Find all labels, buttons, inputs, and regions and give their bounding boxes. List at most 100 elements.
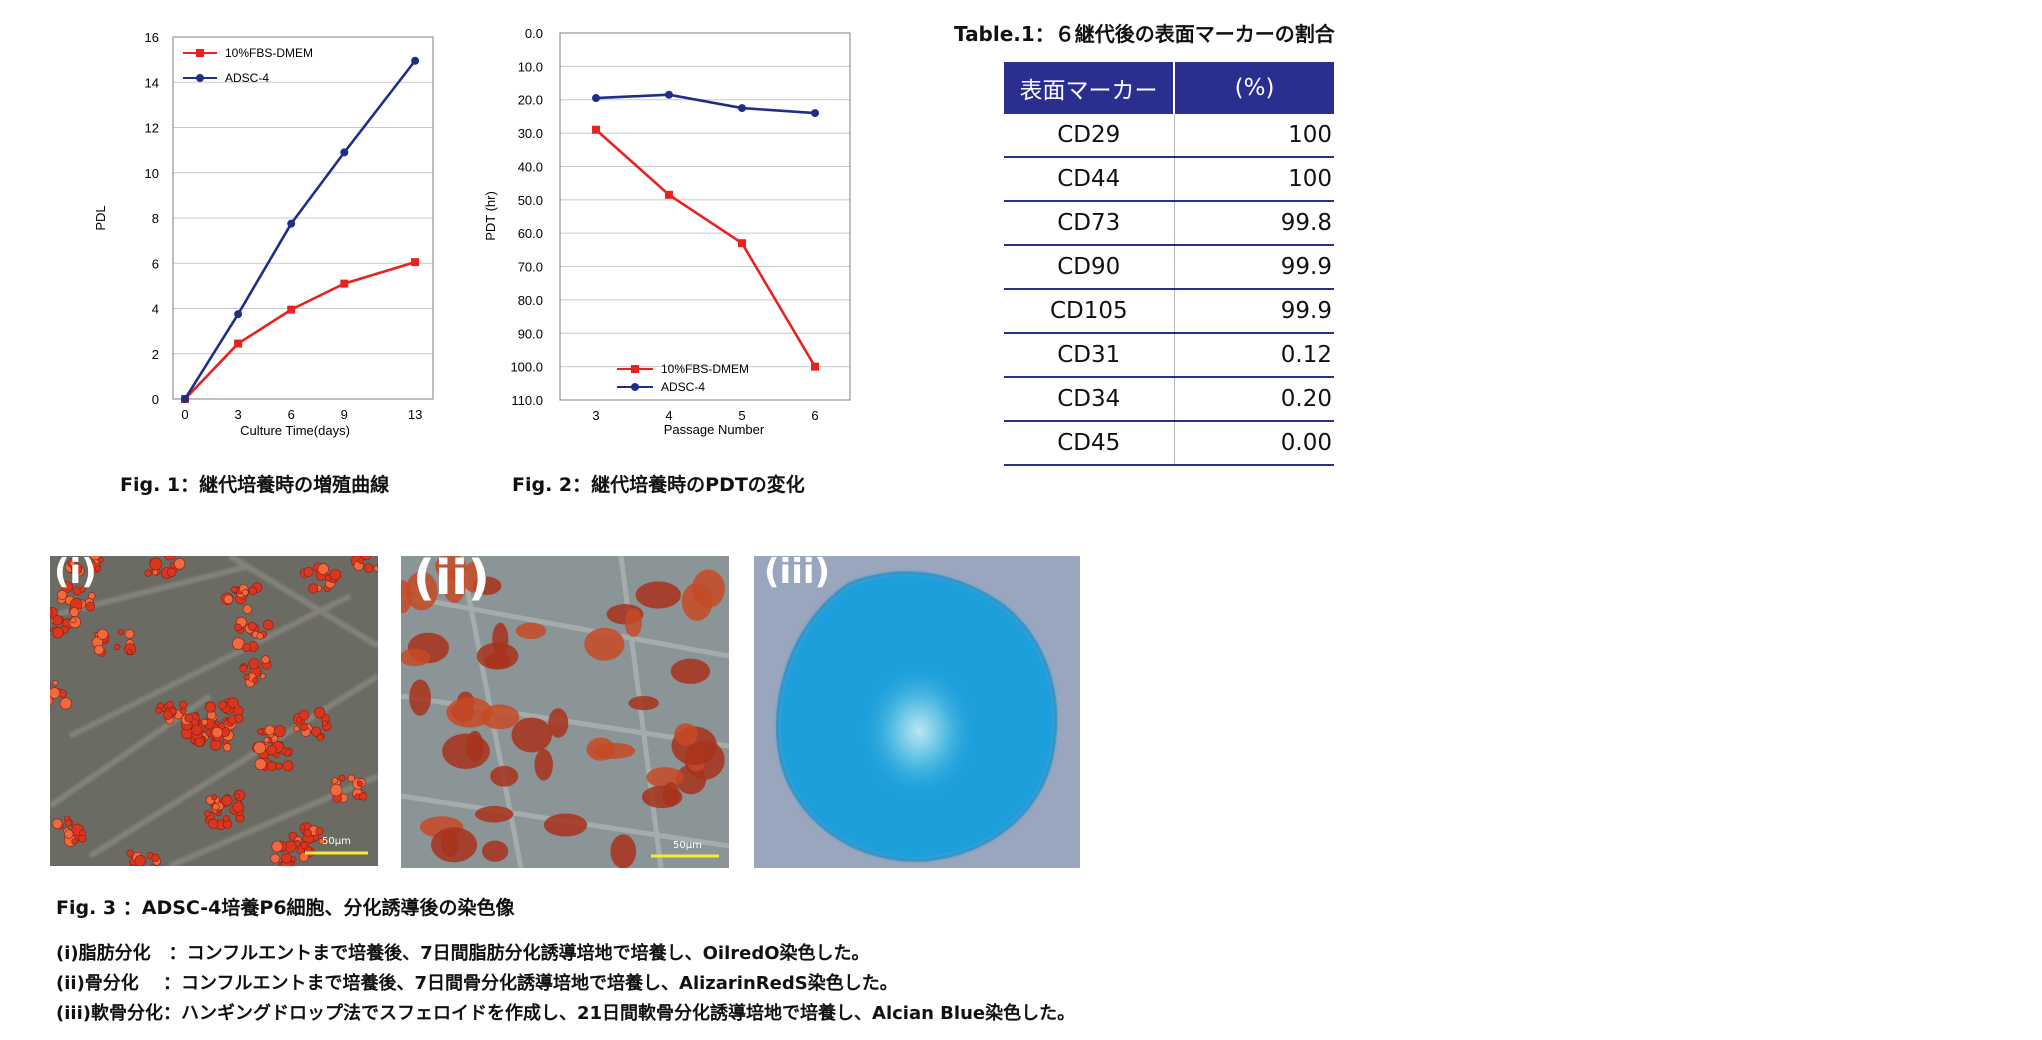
series-line [183,59,417,400]
table-row: CD73 99.8 [1004,201,1334,246]
data-point [592,125,600,134]
plot-frame [559,32,851,401]
lipid-droplet [377,556,378,557]
lipid-droplet [71,838,78,845]
lipid-droplet [208,818,219,830]
photo-label-ii: (ii) [413,556,490,606]
lipid-droplet [232,637,245,650]
lipid-droplet [85,601,96,612]
lipid-droplet [234,713,244,723]
calcium-deposit [646,767,684,788]
pdl-growth-chart: 0 2 4 6 8 10 12 14 16 0 3 6 9 13 PDL Culture Time(da… [93,30,434,438]
lipid-droplet [248,586,258,595]
marker-percent-cell: 100 [1174,157,1334,202]
lipid-droplet [50,607,53,618]
data-point [665,90,673,99]
adipogenic-micrograph [50,556,378,866]
lipid-droplet [293,725,300,733]
calcium-deposit [401,648,431,667]
lipid-droplet [61,581,73,593]
lipid-droplet [222,815,230,823]
osteogenic-micrograph [401,556,729,868]
data-point [340,279,349,288]
y-tick-label: 4 [152,302,159,317]
lipid-droplet [151,853,160,862]
lipid-droplet [52,615,63,626]
lipid-droplet [266,744,278,756]
calcium-deposit [405,571,438,611]
lipid-droplet [232,801,244,813]
description-osteogenic: (ii)骨分化 ：コンフルエントまで培養後、7日間骨分化誘導培地で培養し、Ali… [56,973,898,994]
lipid-droplet [329,569,342,581]
lipid-droplet [95,565,102,572]
marker-percent-cell: 99.9 [1174,289,1334,334]
lipid-droplet [52,626,64,639]
lipid-droplet [179,700,188,709]
x-tick-label: 0 [181,407,188,422]
description-adipogenic: (i)脂肪分化 ：コンフルエントまで培養後、7日間脂肪分化誘導培地で培養し、Oi… [56,943,870,964]
marker-name-cell: CD105 [1004,289,1175,334]
calcium-deposit [628,696,659,711]
y-axis-label: PDL [93,205,108,230]
calcium-deposit [409,679,432,716]
x-axis-label: Culture Time(days) [240,423,350,438]
lipid-droplet [357,557,365,564]
table-row: CD29 100 [1004,114,1334,158]
lipid-droplet [113,643,121,651]
lipid-droplet [308,583,319,594]
lipid-droplet [303,828,312,838]
calcium-deposit [515,622,547,639]
photo-label-iii: (iii) [764,556,831,592]
x-tick-label: 3 [592,408,599,423]
lipid-droplet [358,792,368,801]
series-line [595,128,817,368]
lipid-droplet [331,777,339,784]
table-row: CD31 0.12 [1004,333,1334,378]
scale-bar-label: 50μm [673,840,702,851]
calcium-deposit [635,581,681,609]
lipid-droplet [300,841,309,850]
chondrogenic-spheroid [754,556,1080,868]
marker-name-cell: CD45 [1004,421,1175,466]
lipid-droplet [264,724,275,736]
lipid-droplet [318,838,325,845]
data-point [287,305,296,314]
lipid-droplet [300,723,308,732]
marker-name-cell: CD34 [1004,377,1175,422]
calcium-deposit [446,697,493,728]
table-row: CD90 99.9 [1004,245,1334,290]
fig3-caption: Fig. 3 ：ADSC-4培養P6細胞、分化誘導後の染色像 [56,897,515,919]
lipid-droplet [257,728,264,735]
lipid-droplet [338,774,346,782]
lipid-droplet [299,824,306,831]
lipid-droplet [295,716,303,724]
legend-marker-fbs [631,365,639,373]
lipid-droplet [303,566,314,578]
surface-marker-table: 表面マーカー (%) CD29 100 CD44 100 CD73 99.8 CD90 99.… [1004,62,1334,466]
lipid-droplet [173,558,186,570]
marker-percent-cell: 0.12 [1174,333,1334,378]
y-axis-label: PDT (hr) [483,191,498,241]
lipid-droplet [329,783,343,797]
marker-name-cell: CD44 [1004,157,1175,202]
lipid-droplet [57,589,68,600]
y-tick-label: 0 [152,392,159,407]
y-tick-label: 100.0 [510,360,543,375]
plot-frame [172,36,434,400]
legend: 10%FBS-DMEM ADSC-4 [183,46,313,85]
lipid-droplet [194,737,205,748]
y-tick-label: 8 [152,211,159,226]
lipid-droplet [79,829,86,837]
x-tick-label: 3 [234,407,241,422]
lipid-droplet [316,734,324,742]
y-tick-label: 110.0 [511,393,543,408]
lipid-droplet [247,622,257,631]
lipid-droplet [263,736,270,744]
lipid-droplet [69,607,80,618]
calcium-deposit [543,813,588,837]
y-tick-label: 0.0 [525,26,543,41]
oil-red-o-stain-photo: (i) 50μm [50,556,378,866]
pdt-change-chart: 0.0 10.0 20.0 30.0 40.0 50.0 60.0 70.0 80.0 90.0 1… [483,26,851,437]
lipid-droplet [298,709,310,721]
spheroid-core [859,661,979,801]
